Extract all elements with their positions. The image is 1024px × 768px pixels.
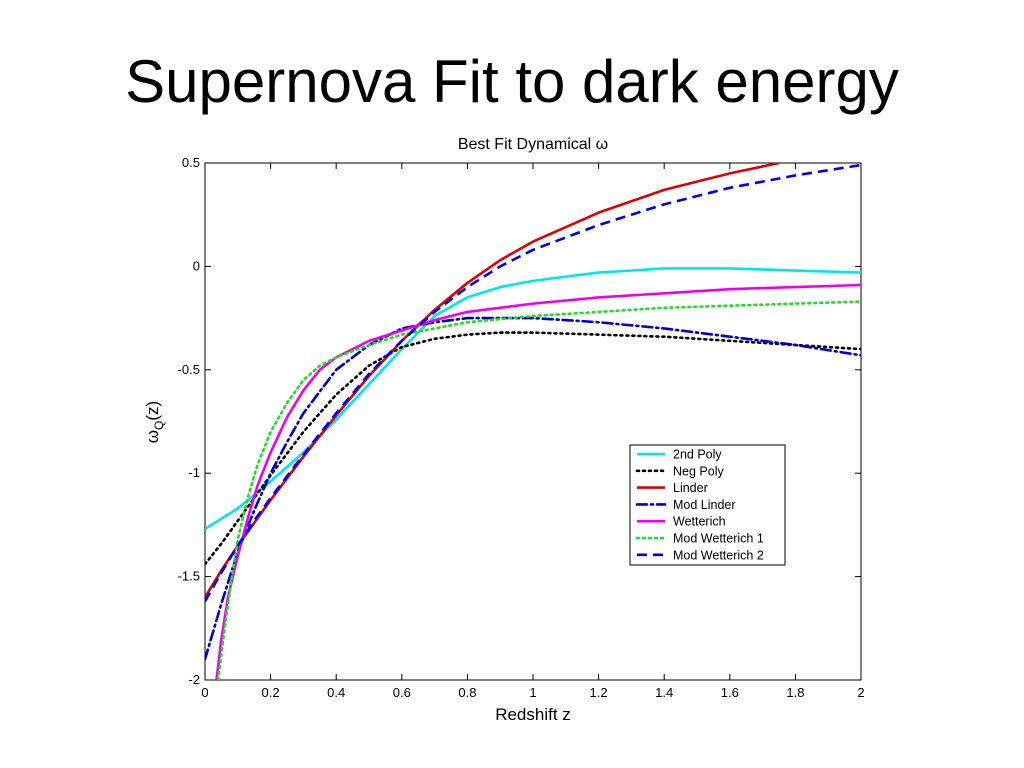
- y-axis-title-subscript: Q: [152, 421, 166, 430]
- series-group: [205, 163, 861, 680]
- legend-label: Wetterich: [673, 515, 726, 529]
- x-tick-label: 0: [201, 685, 208, 700]
- x-tick-label: 1.8: [786, 685, 804, 700]
- x-tick-label: 0.2: [262, 685, 280, 700]
- y-tick-label: -0.5: [178, 362, 200, 377]
- y-tick-label: -2: [188, 672, 200, 687]
- x-tick-label: 0.4: [327, 685, 345, 700]
- x-tick-label: 0.8: [458, 685, 476, 700]
- x-tick-label: 1.2: [590, 685, 608, 700]
- x-tick-label: 1: [529, 685, 536, 700]
- chart-title: Best Fit Dynamical ω: [458, 136, 608, 153]
- legend-label: Mod Wetterich 2: [673, 548, 764, 562]
- axis-ticks: 0 0.2 0.4 0.6 0.8 1 1.2 1.4 1.6 1.8 2 -2 -1.5 -1 -0.5 0…: [178, 155, 865, 700]
- legend-label: Mod Linder: [673, 498, 736, 512]
- series-line-1: [205, 267, 861, 531]
- y-tick-label: 0.5: [182, 155, 200, 170]
- y-axis-title: ωQ(z): [143, 401, 166, 443]
- slide-title: Supernova Fit to dark energy: [125, 48, 899, 115]
- x-axis-title: Redshift z: [495, 705, 571, 724]
- y-tick-label: 0: [193, 258, 200, 273]
- y-tick-label: -1.5: [178, 569, 200, 584]
- x-tick-label: 1.4: [655, 685, 673, 700]
- legend-label: 2nd Poly: [673, 448, 722, 462]
- y-tick-label: -1: [188, 465, 200, 480]
- series-line-7: [205, 163, 861, 603]
- legend: 2nd Poly Neg Poly Linder Mod Linder Wetteric…: [629, 444, 786, 566]
- series-line-6: [216, 300, 861, 680]
- x-tick-label: 1.6: [721, 685, 739, 700]
- legend-label: Neg Poly: [673, 464, 724, 478]
- legend-label: Linder: [673, 481, 708, 495]
- series-line-4: [205, 316, 861, 661]
- legend-label: Mod Wetterich 1: [673, 532, 764, 546]
- x-tick-label: 0.6: [393, 685, 411, 700]
- y-axis-title-tail: (z): [143, 401, 162, 421]
- y-axis-title-symbol: ω: [143, 430, 162, 443]
- legend-box: [629, 444, 786, 566]
- x-tick-label: 2: [857, 685, 864, 700]
